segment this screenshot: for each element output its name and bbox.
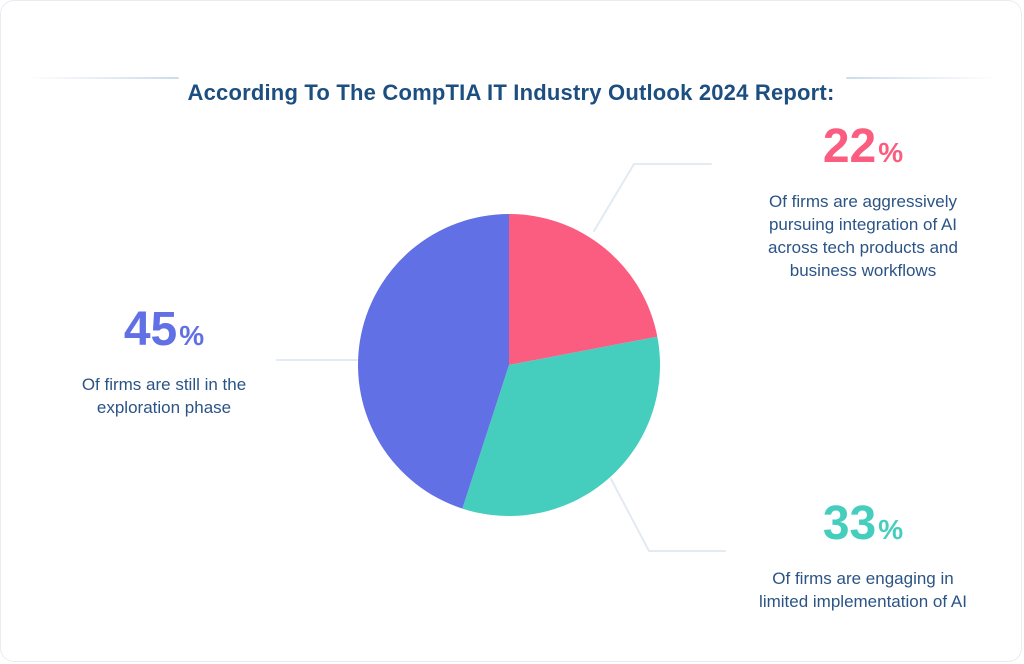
stat-description-exploration: Of firms are still in the exploration ph…	[81, 375, 247, 417]
stat-number-text: 22	[822, 120, 877, 173]
percent-sign: %	[179, 320, 205, 351]
connector-line-limited	[610, 478, 726, 552]
connector-line-aggressive	[593, 163, 712, 232]
page-title: According To The CompTIA IT Industry Out…	[187, 79, 835, 105]
title-decor-line-right	[846, 77, 998, 79]
percent-sign: %	[878, 514, 904, 545]
stat-description-aggressive: Of firms are aggressively pursuing integ…	[768, 192, 958, 280]
percent-sign: %	[878, 137, 904, 168]
stat-value-exploration: 45%	[34, 304, 294, 367]
stat-block-exploration: 45% Of firms are still in the exploratio…	[34, 304, 294, 419]
stat-value-aggressive: 22%	[723, 121, 1003, 184]
stat-number-text: 33	[822, 497, 877, 550]
stat-description-limited: Of firms are engaging in limited impleme…	[759, 569, 967, 611]
title-decor-line-left	[25, 77, 179, 79]
pie-slice-45pct	[358, 214, 509, 509]
stat-number-text: 45	[123, 303, 178, 356]
stat-block-aggressive: 22% Of firms are aggressively pursuing i…	[723, 121, 1003, 282]
pie-slice-33pct	[462, 336, 661, 517]
pie-slice-22pct	[509, 214, 658, 365]
pie-slices	[358, 214, 661, 517]
stat-block-limited: 33% Of firms are engaging in limited imp…	[713, 498, 1013, 613]
stat-value-limited: 33%	[713, 498, 1013, 561]
